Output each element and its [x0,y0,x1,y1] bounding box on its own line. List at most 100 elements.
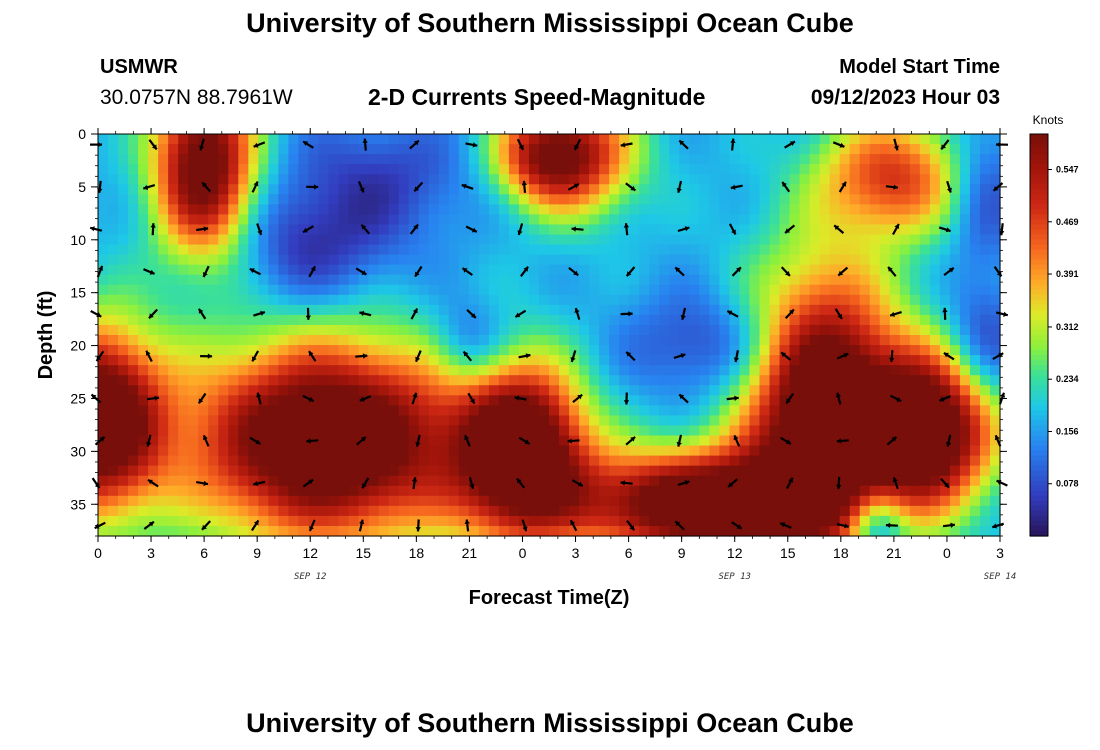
heatmap-cell [308,405,320,416]
heatmap-cell [198,324,209,336]
heatmap-cell [709,214,720,226]
heatmap-cell [549,355,560,366]
heatmap-cell [238,415,249,427]
heatmap-cell [789,274,801,286]
heatmap-cell [839,294,851,306]
heatmap-cell [418,214,430,226]
heatmap-cell [338,324,350,336]
heatmap-cell [298,264,310,276]
heatmap-cell [408,505,420,517]
heatmap-cell [538,284,550,296]
heatmap-cell [699,485,710,497]
heatmap-cell [649,294,660,306]
heatmap-cell [719,244,730,256]
heatmap-cell [538,164,550,175]
heatmap-cell [438,445,450,457]
heatmap-cell [679,144,690,155]
heatmap-cell [549,304,560,316]
heatmap-cell [348,184,360,195]
heatmap-cell [619,515,630,527]
heatmap-cell [158,345,169,356]
heatmap-cell [689,244,700,256]
heatmap-cell [408,294,420,306]
heatmap-cell [829,314,841,326]
heatmap-cell [408,194,420,205]
heatmap-cell [278,274,290,286]
heatmap-cell [549,395,560,406]
heatmap-cell [659,495,670,507]
heatmap-cell [368,335,380,346]
heatmap-cell [158,445,169,457]
heatmap-cell [739,234,751,246]
heatmap-cell [689,395,700,406]
heatmap-cell [318,355,330,366]
heatmap-cell [158,375,169,386]
heatmap-cell [288,455,300,467]
heatmap-cell [228,264,239,276]
heatmap-cell [759,345,771,356]
colorbar-swatch [1030,319,1048,326]
heatmap-cell [889,345,901,356]
heatmap-cell [799,465,811,477]
heatmap-cell [889,194,901,205]
heatmap-cell [538,335,550,346]
heatmap-cell [869,234,881,246]
heatmap-cell [428,274,440,286]
heatmap-cell [909,234,921,246]
colorbar-swatch [1030,244,1048,251]
heatmap-cell [158,294,169,306]
heatmap-cell [829,144,841,155]
heatmap-cell [899,365,911,376]
heatmap-cell [959,475,971,487]
heatmap-cell [108,314,119,326]
heatmap-cell [398,405,410,416]
heatmap-cell [328,395,340,406]
heatmap-cell [218,144,229,155]
heatmap-cell [448,144,460,155]
heatmap-cell [649,244,660,256]
heatmap-cell [218,184,229,195]
heatmap-cell [208,204,219,215]
heatmap-cell [619,445,630,457]
heatmap-cell [218,415,229,427]
heatmap-cell [829,154,841,165]
heatmap-cell [448,415,460,427]
heatmap-cell [659,365,670,376]
heatmap-cell [508,144,520,155]
heatmap-cell [599,254,610,266]
heatmap-cell [629,304,640,316]
heatmap-cell [769,455,781,467]
current-arrow [943,267,955,276]
heatmap-cell [839,254,851,266]
heatmap-cell [518,234,530,246]
heatmap-cell [408,465,420,477]
heatmap-cell [689,375,700,386]
heatmap-cell [829,335,841,346]
heatmap-cell [749,134,761,145]
current-arrow [568,266,579,277]
heatmap-cell [398,134,410,145]
heatmap-cell [218,435,229,447]
heatmap-cell [288,415,300,427]
heatmap-cell [789,465,801,477]
heatmap-cell [959,415,971,427]
heatmap-cell [969,465,981,477]
heatmap-cell [919,345,931,356]
current-arrow [197,392,207,405]
heatmap-cell [258,465,269,477]
heatmap-cell [949,345,961,356]
heatmap-cell [358,515,370,527]
heatmap-cell [268,154,279,165]
heatmap-cell [138,495,149,507]
heatmap-cell [979,304,991,316]
heatmap-cell [278,234,290,246]
heatmap-cell [398,375,410,386]
heatmap-cell [619,284,630,296]
heatmap-cell [388,425,400,437]
heatmap-cell [919,324,931,336]
heatmap-cell [138,164,149,175]
heatmap-cell [939,194,951,205]
heatmap-cell [989,445,1001,457]
heatmap-cell [699,304,710,316]
heatmap-cell [979,525,991,537]
